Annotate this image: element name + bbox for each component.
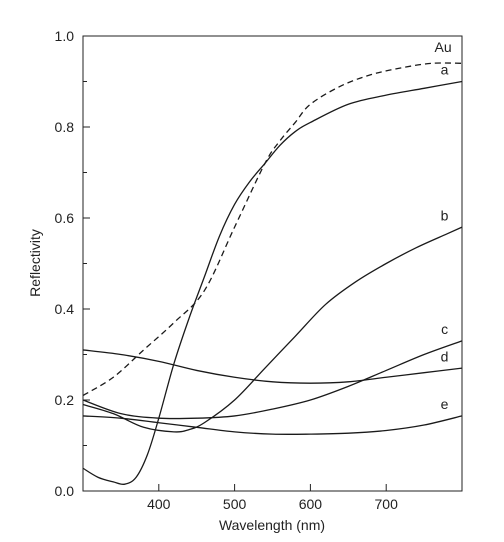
- plot-frame: [82, 35, 463, 492]
- series-lines: [82, 62, 463, 485]
- series-label-a: a: [441, 62, 449, 78]
- y-tick-label: 0.4: [55, 301, 75, 317]
- series-line-c: [82, 340, 463, 420]
- x-tick-label: 500: [223, 496, 247, 512]
- series-labels: Au a b cd e: [434, 39, 451, 412]
- series-label-e: e: [441, 396, 449, 412]
- series-line-d: [82, 349, 463, 384]
- y-tick-label: 0.2: [55, 392, 75, 408]
- series-label-au: Au: [434, 39, 451, 55]
- series-label-d: d: [441, 348, 449, 364]
- series-label-c: c: [441, 321, 448, 337]
- series-label-b: b: [441, 207, 449, 223]
- series-line-au: [82, 62, 463, 397]
- x-axis-title: Wavelength (nm): [219, 517, 325, 533]
- series-line-b: [82, 226, 463, 433]
- y-tick-label: 0.0: [55, 483, 75, 499]
- y-tick-label: 0.8: [55, 119, 75, 135]
- y-tick-label: 1.0: [55, 28, 75, 44]
- axis-ticks: [83, 35, 387, 492]
- x-tick-label: 600: [299, 496, 323, 512]
- x-tick-label: 700: [375, 496, 399, 512]
- x-tick-label: 400: [147, 496, 171, 512]
- y-tick-label: 0.6: [55, 210, 75, 226]
- axis-tick-labels: 0.0 0.2 0.4 0.6 0.8 1.0 400 500 600 700: [55, 28, 399, 512]
- y-axis-title: Reflectivity: [27, 229, 43, 297]
- series-line-e: [82, 415, 463, 435]
- series-line-a: [82, 80, 463, 485]
